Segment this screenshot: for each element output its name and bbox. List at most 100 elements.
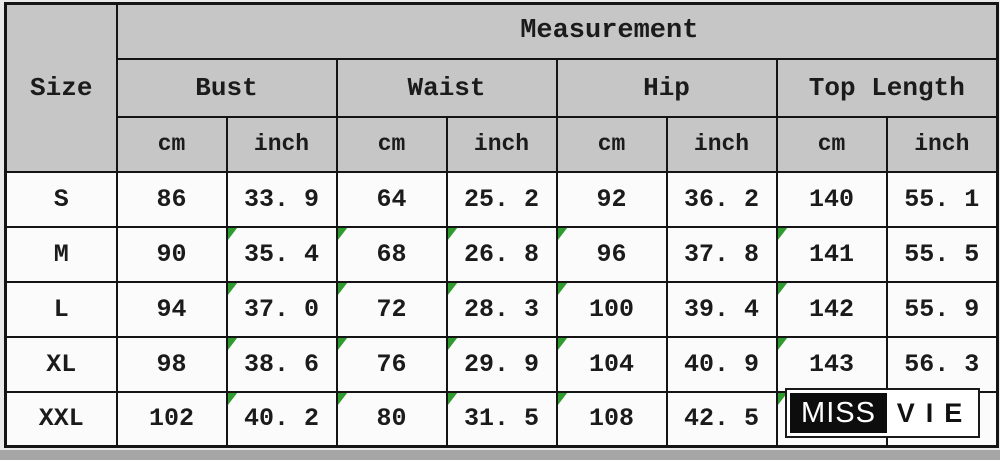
cell-value: 68 [376, 239, 407, 269]
table-row-xl: XL 98 38. 6 76 29. 9 104 40. 9 143 56. 3 [4, 335, 999, 393]
green-corner-flag-icon [448, 283, 458, 296]
cell-value: 100 [588, 294, 634, 324]
cell-value: 25. 2 [463, 184, 539, 214]
cell-value: 104 [588, 349, 634, 379]
green-corner-flag-icon [558, 228, 568, 241]
cell-l-hip-cm: 100 [555, 280, 668, 338]
cell-xl-toplength-inch: 56. 3 [885, 335, 999, 393]
cell-value: 94 [156, 294, 187, 324]
green-corner-flag-icon [778, 283, 788, 296]
cell-xl-waist-inch: 29. 9 [445, 335, 558, 393]
cell-value: 33. 9 [243, 184, 319, 214]
cell-value: 86 [156, 184, 187, 214]
unit-header-toplength-inch: inch [885, 115, 999, 173]
cell-value: 72 [376, 294, 407, 324]
cell-m-waist-cm: 68 [335, 225, 448, 283]
unit-header-waist-inch: inch [445, 115, 558, 173]
green-corner-flag-icon [558, 283, 568, 296]
cell-value: 55. 5 [904, 239, 980, 269]
cell-s-waist-cm: 64 [335, 170, 448, 228]
cell-value: 108 [588, 404, 634, 434]
cell-value: 92 [596, 184, 627, 214]
cell-value: 142 [808, 294, 854, 324]
cell-s-bust-cm: 86 [115, 170, 228, 228]
cell-l-bust-inch: 37. 0 [225, 280, 338, 338]
cell-value: 90 [156, 239, 187, 269]
green-corner-flag-icon [228, 393, 238, 406]
group-header-waist: Waist [335, 57, 558, 118]
cell-value: 55. 1 [904, 184, 980, 214]
cell-value: 37. 0 [243, 294, 319, 324]
cell-m-bust-inch: 35. 4 [225, 225, 338, 283]
cell-value: 26. 8 [463, 239, 539, 269]
cell-m-waist-inch: 26. 8 [445, 225, 558, 283]
cell-s-toplength-inch: 55. 1 [885, 170, 999, 228]
green-corner-flag-icon [558, 338, 568, 351]
cell-value: 76 [376, 349, 407, 379]
cell-l-bust-cm: 94 [115, 280, 228, 338]
cell-value: 98 [156, 349, 187, 379]
size-label-m: M [4, 225, 118, 283]
cell-m-hip-cm: 96 [555, 225, 668, 283]
group-header-bust: Bust [115, 57, 338, 118]
green-corner-flag-icon [778, 338, 788, 351]
unit-header-hip-cm: cm [555, 115, 668, 173]
cell-value: 55. 9 [904, 294, 980, 324]
unit-header-toplength-cm: cm [775, 115, 888, 173]
missvie-logo: MISS VIE [785, 388, 980, 438]
unit-header-bust-inch: inch [225, 115, 338, 173]
cell-value: 140 [808, 184, 854, 214]
cell-xxl-bust-cm: 102 [115, 390, 228, 448]
cell-s-hip-cm: 92 [555, 170, 668, 228]
cell-xxl-hip-inch: 42. 5 [665, 390, 778, 448]
cell-value: 64 [376, 184, 407, 214]
cell-value: 42. 5 [683, 404, 759, 434]
cell-m-hip-inch: 37. 8 [665, 225, 778, 283]
cell-value: 56. 3 [904, 349, 980, 379]
cell-xl-bust-cm: 98 [115, 335, 228, 393]
cell-value: 35. 4 [243, 239, 319, 269]
cell-l-waist-inch: 28. 3 [445, 280, 558, 338]
cell-value: 143 [808, 349, 854, 379]
cell-l-toplength-inch: 55. 9 [885, 280, 999, 338]
size-label-s: S [4, 170, 118, 228]
size-label-xl: XL [4, 335, 118, 393]
cell-m-toplength-cm: 141 [775, 225, 888, 283]
cell-s-bust-inch: 33. 9 [225, 170, 338, 228]
green-corner-flag-icon [338, 338, 348, 351]
cell-s-hip-inch: 36. 2 [665, 170, 778, 228]
logo-miss-text: MISS [790, 393, 887, 433]
cell-value: 38. 6 [243, 349, 319, 379]
cell-value: 36. 2 [683, 184, 759, 214]
green-corner-flag-icon [778, 228, 788, 241]
size-label-xxl: XXL [4, 390, 118, 448]
cell-xxl-waist-cm: 80 [335, 390, 448, 448]
cell-s-toplength-cm: 140 [775, 170, 888, 228]
green-corner-flag-icon [228, 283, 238, 296]
size-table: Size Measurement Bust Waist Hip Top Length … [4, 2, 1000, 448]
cell-xl-bust-inch: 38. 6 [225, 335, 338, 393]
cell-xxl-hip-cm: 108 [555, 390, 668, 448]
unit-header-waist-cm: cm [335, 115, 448, 173]
green-corner-flag-icon [448, 228, 458, 241]
header-row-measurement: Size Measurement [4, 2, 999, 173]
cell-xxl-bust-inch: 40. 2 [225, 390, 338, 448]
cell-value: 96 [596, 239, 627, 269]
header-row-units: cm inch cm inch cm inch cm inch [6, 115, 999, 173]
cell-xl-waist-cm: 76 [335, 335, 448, 393]
bottom-edge-strip [0, 450, 1000, 460]
group-header-hip: Hip [555, 57, 778, 118]
green-corner-flag-icon [448, 338, 458, 351]
unit-header-hip-inch: inch [665, 115, 778, 173]
cell-l-hip-inch: 39. 4 [665, 280, 778, 338]
green-corner-flag-icon [228, 338, 238, 351]
table-row-m: M 90 35. 4 68 26. 8 96 37. 8 141 55. 5 [4, 225, 999, 283]
cell-value: 102 [148, 404, 194, 434]
cell-value: 29. 9 [463, 349, 539, 379]
cell-value: 40. 9 [683, 349, 759, 379]
table-row-l: L 94 37. 0 72 28. 3 100 39. 4 142 55. 9 [4, 280, 999, 338]
cell-value: 37. 8 [683, 239, 759, 269]
table-row-s: S 86 33. 9 64 25. 2 92 36. 2 140 55. 1 [4, 170, 999, 228]
group-header-top-length: Top Length [775, 57, 999, 118]
